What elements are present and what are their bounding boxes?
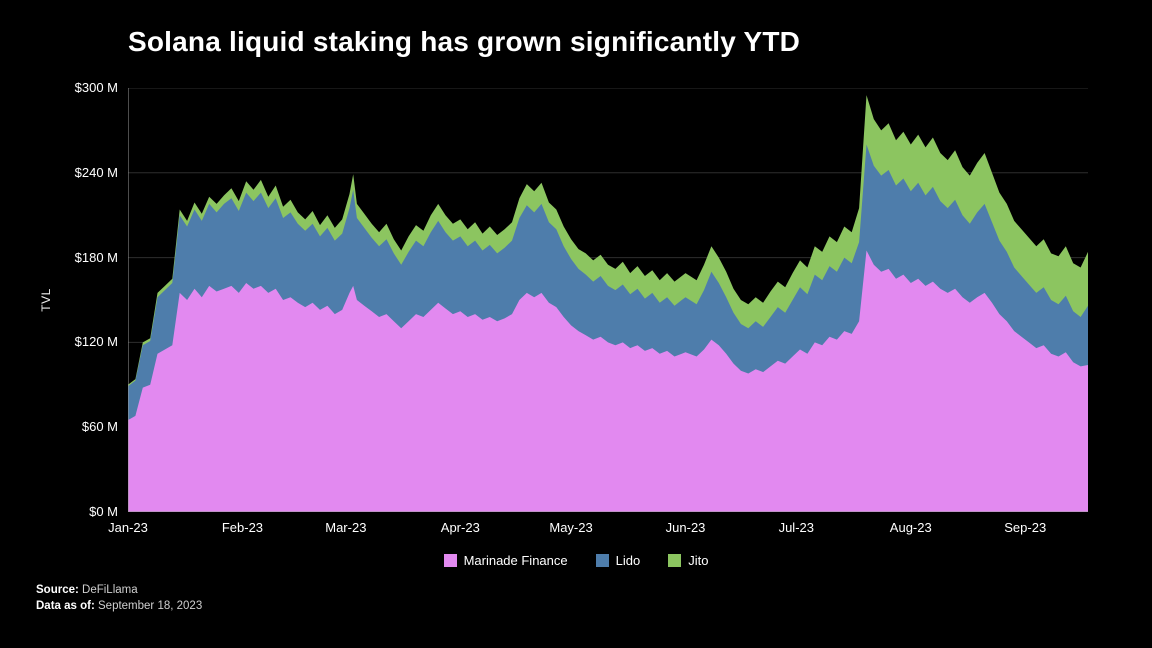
source-label: Source: [36,584,79,596]
legend-swatch-icon [595,554,609,567]
source-value: DeFiLlama [82,584,138,596]
legend-item-lido: Lido [595,553,641,568]
source-line: Source: DeFiLlama [36,582,202,598]
y-tick-label: $120 M [74,334,118,350]
asof-line: Data as of: September 18, 2023 [36,598,202,614]
legend-swatch-icon [668,554,682,567]
plot-area [128,88,1088,512]
footer: Source: DeFiLlama Data as of: September … [36,582,202,614]
x-tick-label: Jul-23 [778,520,814,535]
asof-label: Data as of: [36,600,95,612]
asof-value: September 18, 2023 [98,600,203,612]
x-tick-label: Jun-23 [665,520,706,535]
legend-label: Jito [688,553,709,568]
y-tick-label: $240 M [74,164,118,180]
y-tick-label: $300 M [74,80,118,95]
x-tick-label: Jan-23 [108,520,148,535]
y-tick-label: $180 M [74,249,118,265]
legend-label: Marinade Finance [463,553,568,568]
x-tick-label: May-23 [549,520,593,535]
x-tick-label: Aug-23 [889,520,932,535]
stacked-area-chart [128,88,1088,512]
y-tick-label: $0 M [89,504,118,519]
x-tick-label: Feb-23 [221,520,264,535]
y-tick-label: $60 M [81,419,118,435]
legend: Marinade Finance Lido Jito [0,553,1152,568]
x-tick-label: Sep-23 [1004,520,1047,535]
y-axis-title: TVL [39,288,53,312]
legend-item-marinade-finance: Marinade Finance [443,553,568,568]
legend-label: Lido [615,553,641,568]
area-marinade-finance [128,250,1088,512]
chart-title: Solana liquid staking has grown signific… [128,26,801,57]
legend-swatch-icon [443,554,457,567]
legend-item-jito: Jito [668,553,708,568]
x-tick-label: Mar-23 [325,520,367,535]
x-tick-label: Apr-23 [440,520,480,535]
